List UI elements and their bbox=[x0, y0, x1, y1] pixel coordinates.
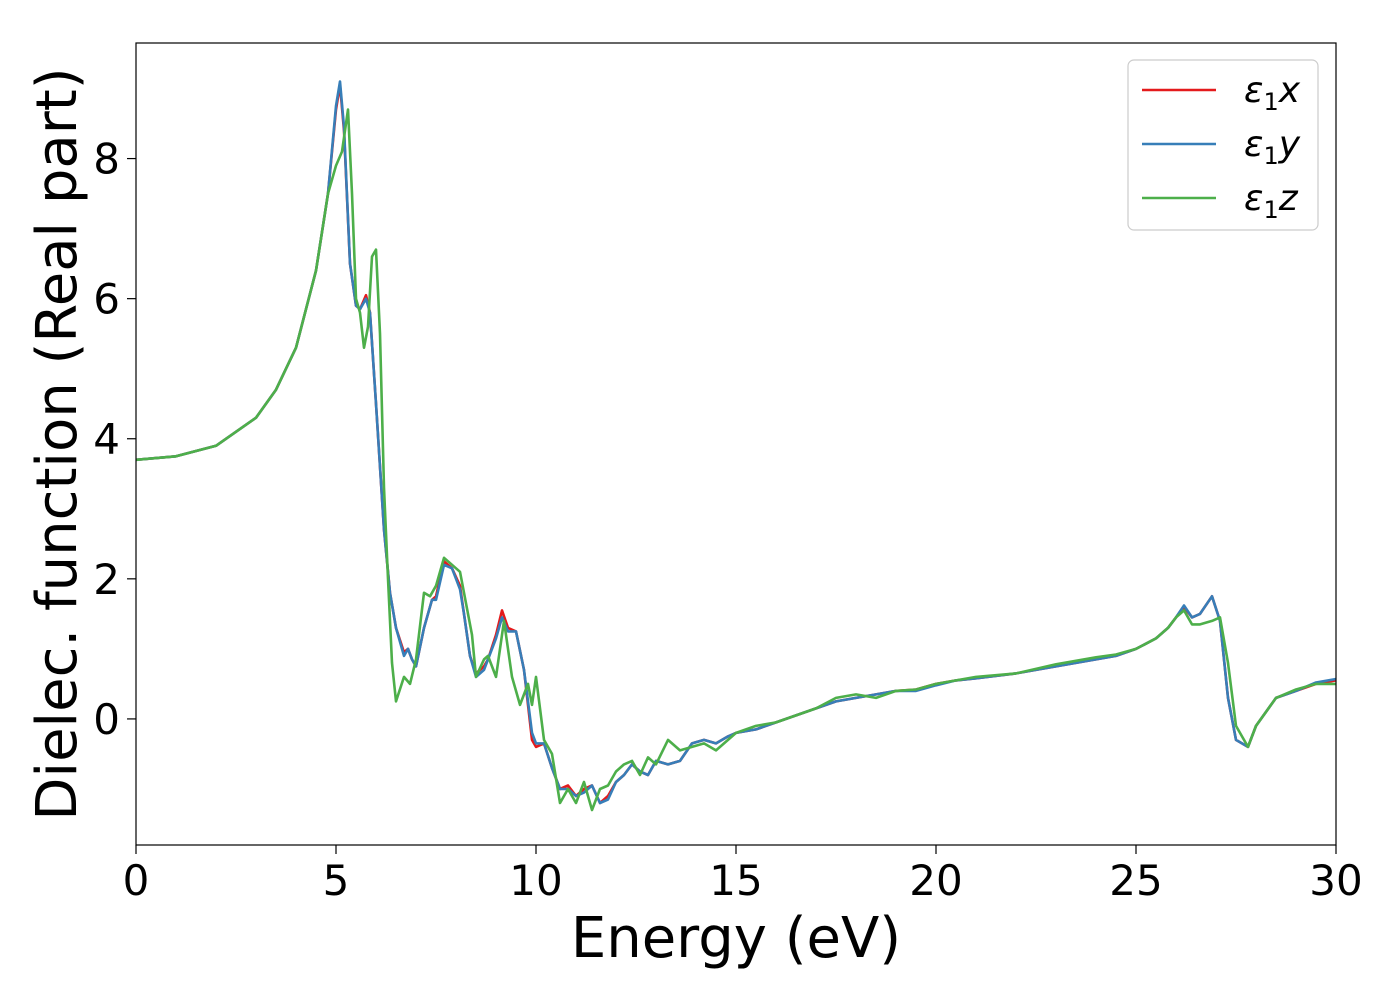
x-axis: 0 5 10 15 20 25 30 bbox=[123, 845, 1363, 905]
y-axis-title: Dielec. function (Real part) bbox=[25, 67, 90, 820]
series-layer bbox=[135, 80, 1337, 812]
y-tick-label: 2 bbox=[93, 555, 120, 604]
y-tick-label: 6 bbox=[93, 275, 120, 324]
y-tick-label: 8 bbox=[93, 135, 120, 184]
x-tick-label: 30 bbox=[1309, 856, 1362, 905]
x-tick-label: 5 bbox=[323, 856, 350, 905]
legend: ε1x ε1y ε1z bbox=[1127, 59, 1319, 231]
y-tick-label: 4 bbox=[93, 415, 120, 464]
series-line-z bbox=[135, 108, 1336, 812]
legend-box bbox=[1127, 59, 1319, 231]
x-tick-label: 25 bbox=[1109, 856, 1162, 905]
x-tick-label: 10 bbox=[509, 856, 562, 905]
legend-label-y: ε1y bbox=[1244, 124, 1301, 170]
legend-label-x: ε1x bbox=[1244, 70, 1301, 116]
x-tick-label: 15 bbox=[709, 856, 762, 905]
legend-label-z: ε1z bbox=[1244, 178, 1299, 224]
y-axis: 0 2 4 6 8 bbox=[93, 135, 136, 744]
x-tick-label: 0 bbox=[123, 856, 150, 905]
x-axis-title: Energy (eV) bbox=[571, 906, 901, 971]
x-tick-label: 20 bbox=[909, 856, 962, 905]
y-tick-label: 0 bbox=[93, 695, 120, 744]
